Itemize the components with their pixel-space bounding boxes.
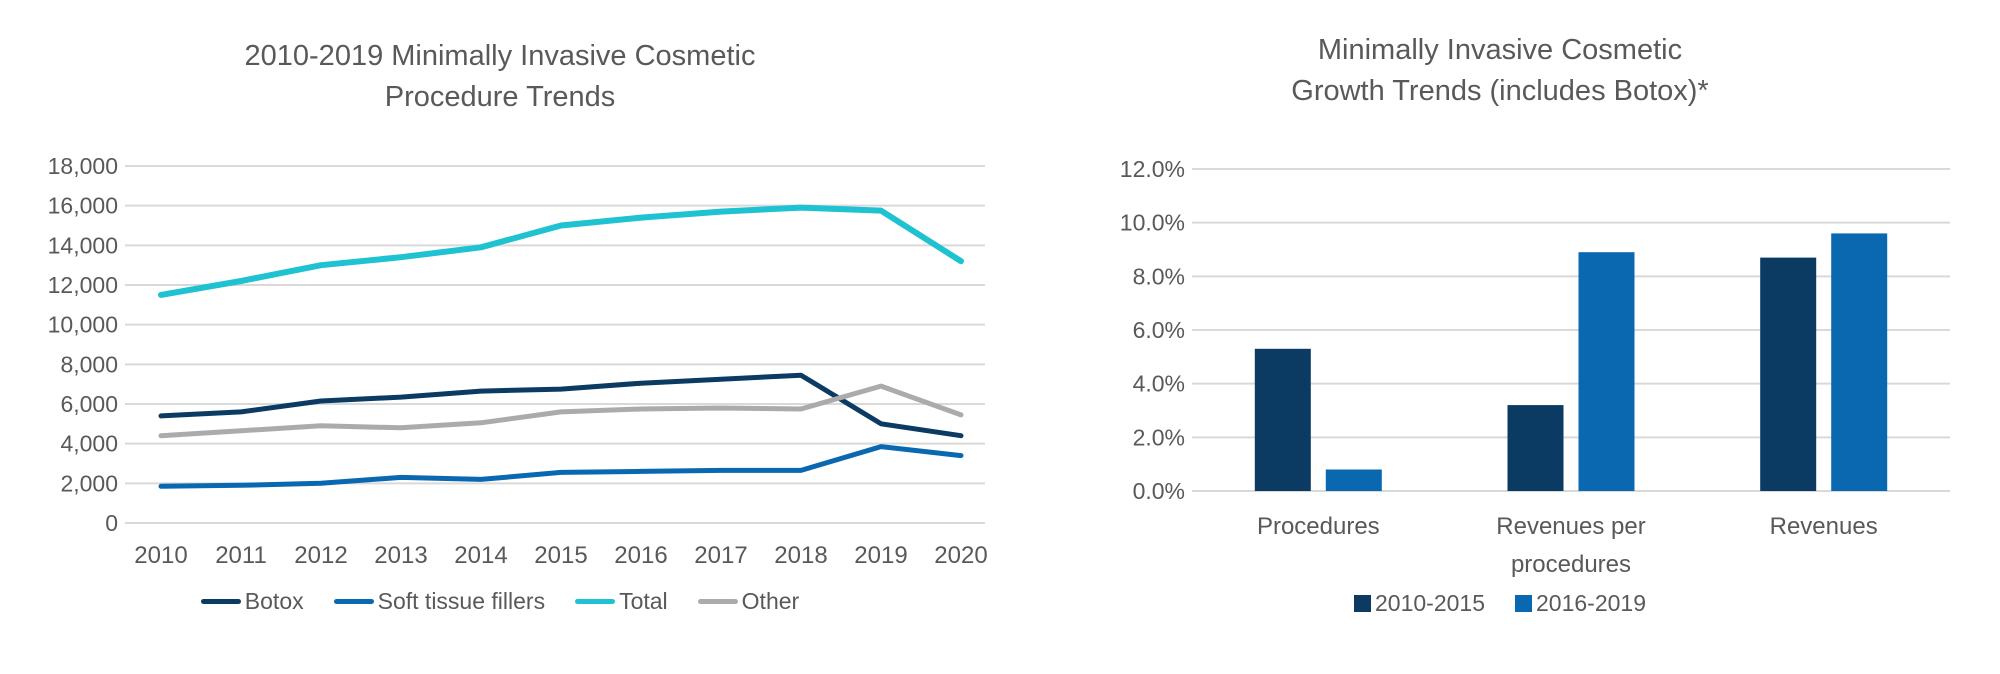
x-axis-labels: Procedures Revenues per procedures Revenues [1257, 513, 1878, 578]
legend-item-botox: Botox [200, 588, 304, 615]
y-tick-label: 6.0% [1133, 317, 1185, 343]
legend-swatch-2010-2015 [1354, 595, 1371, 612]
bar-chart-legend: 2010-2015 2016-2019 [1000, 590, 2000, 617]
x-tick-label: 2015 [534, 542, 587, 569]
y-tick-label: 16,000 [48, 193, 118, 219]
legend-swatch-soft-tissue-fillers [333, 599, 374, 604]
legend-item-other: Other [697, 588, 800, 615]
y-tick-label: 4.0% [1133, 371, 1185, 397]
bar-procedures-2010-2015 [1254, 348, 1311, 491]
bar-group-revenues-per-procedures [1507, 252, 1635, 491]
x-tick-label: 2018 [774, 542, 827, 569]
x-category-label: procedures [1511, 551, 1631, 578]
y-axis-labels: 0.0% 2.0% 4.0% 6.0% 8.0% 10.0% 12.0% [1120, 156, 1185, 504]
x-tick-label: 2011 [215, 542, 267, 569]
bar-group-revenues [1760, 233, 1888, 491]
legend-label: Total [619, 588, 668, 614]
series-line-soft-tissue-fillers [158, 444, 964, 489]
line-chart-title: 2010-2019 Minimally Invasive Cosmetic Pr… [0, 36, 1000, 118]
bar-chart-title: Minimally Invasive Cosmetic Growth Trend… [1000, 30, 2000, 112]
bar-procedures-2016-2019 [1325, 469, 1382, 491]
y-tick-label: 10,000 [48, 312, 118, 338]
x-tick-label: 2017 [694, 542, 747, 569]
legend-label: 2016-2019 [1536, 590, 1646, 616]
x-tick-label: 2014 [454, 542, 507, 569]
y-tick-label: 0 [105, 510, 118, 536]
bar-chart-plot: 0.0% 2.0% 4.0% 6.0% 8.0% 10.0% 12.0% Procedures… [1120, 156, 1950, 578]
y-tick-label: 2.0% [1133, 424, 1185, 450]
series-line-botox [158, 372, 964, 439]
y-tick-label: 18,000 [48, 153, 118, 179]
legend-label: 2010-2015 [1375, 590, 1485, 616]
bar-group-procedures [1254, 348, 1382, 491]
legend-label: Soft tissue fillers [377, 588, 546, 614]
x-tick-label: 2020 [934, 542, 987, 569]
legend-swatch-botox [200, 599, 241, 604]
legend-item-total: Total [575, 588, 668, 615]
series-line-other [158, 383, 964, 439]
y-gridlines [1192, 168, 1950, 492]
bar-chart-panel: Minimally Invasive Cosmetic Growth Trend… [1000, 0, 2000, 674]
bars [1254, 233, 1888, 491]
y-tick-label: 2,000 [60, 470, 118, 496]
legend-label: Botox [244, 588, 304, 614]
x-category-label: Revenues [1770, 513, 1878, 540]
x-tick-label: 2013 [374, 542, 427, 569]
line-chart-plot: 0 2,000 4,000 6,000 8,000 10,000 12,000 14,000 1… [48, 153, 988, 569]
x-tick-label: 2016 [614, 542, 667, 569]
legend-swatch-2016-2019 [1515, 595, 1532, 612]
legend-swatch-other [697, 599, 738, 604]
line-chart-title-line-1: 2010-2019 Minimally Invasive Cosmetic [244, 40, 756, 72]
x-tick-label: 2019 [854, 542, 907, 569]
x-tick-label: 2012 [294, 542, 347, 569]
x-category-label: Revenues per [1496, 513, 1645, 540]
legend-item-2010-2015: 2010-2015 [1354, 590, 1485, 617]
series-line-total [158, 204, 964, 298]
bar-chart-title-line-2: Growth Trends (includes Botox)* [1291, 75, 1709, 107]
x-tick-label: 2010 [134, 542, 187, 569]
legend-item-soft-tissue-fillers: Soft tissue fillers [333, 588, 546, 615]
y-axis-labels: 0 2,000 4,000 6,000 8,000 10,000 12,000 14,000 1… [48, 153, 118, 536]
line-chart-title-line-2: Procedure Trends [384, 81, 616, 113]
bar-chart-title-line-1: Minimally Invasive Cosmetic [1317, 34, 1683, 66]
y-tick-label: 4,000 [60, 431, 118, 457]
y-gridlines [125, 165, 985, 524]
y-tick-label: 12,000 [48, 272, 118, 298]
y-tick-label: 6,000 [60, 391, 118, 417]
y-tick-label: 12.0% [1120, 156, 1185, 182]
x-category-label: Procedures [1257, 513, 1380, 540]
legend-swatch-total [575, 599, 616, 604]
line-chart-legend: Botox Soft tissue fillers Total Other [0, 588, 1000, 615]
y-tick-label: 0.0% [1133, 478, 1185, 504]
legend-label: Other [741, 588, 800, 614]
y-tick-label: 14,000 [48, 232, 118, 258]
y-tick-label: 8,000 [60, 351, 118, 377]
bar-revenues-per-procedures-2016-2019 [1578, 252, 1635, 491]
y-tick-label: 10.0% [1120, 210, 1185, 236]
bar-revenues-2016-2019 [1831, 233, 1888, 491]
y-tick-label: 8.0% [1133, 263, 1185, 289]
bar-revenues-2010-2015 [1760, 257, 1817, 491]
bar-revenues-per-procedures-2010-2015 [1507, 405, 1564, 491]
x-axis-labels: 2010 2011 2012 2013 2014 2015 2016 2017 2018 2019… [134, 542, 987, 569]
line-chart-panel: 2010-2019 Minimally Invasive Cosmetic Pr… [0, 36, 1000, 615]
legend-item-2016-2019: 2016-2019 [1515, 590, 1646, 617]
